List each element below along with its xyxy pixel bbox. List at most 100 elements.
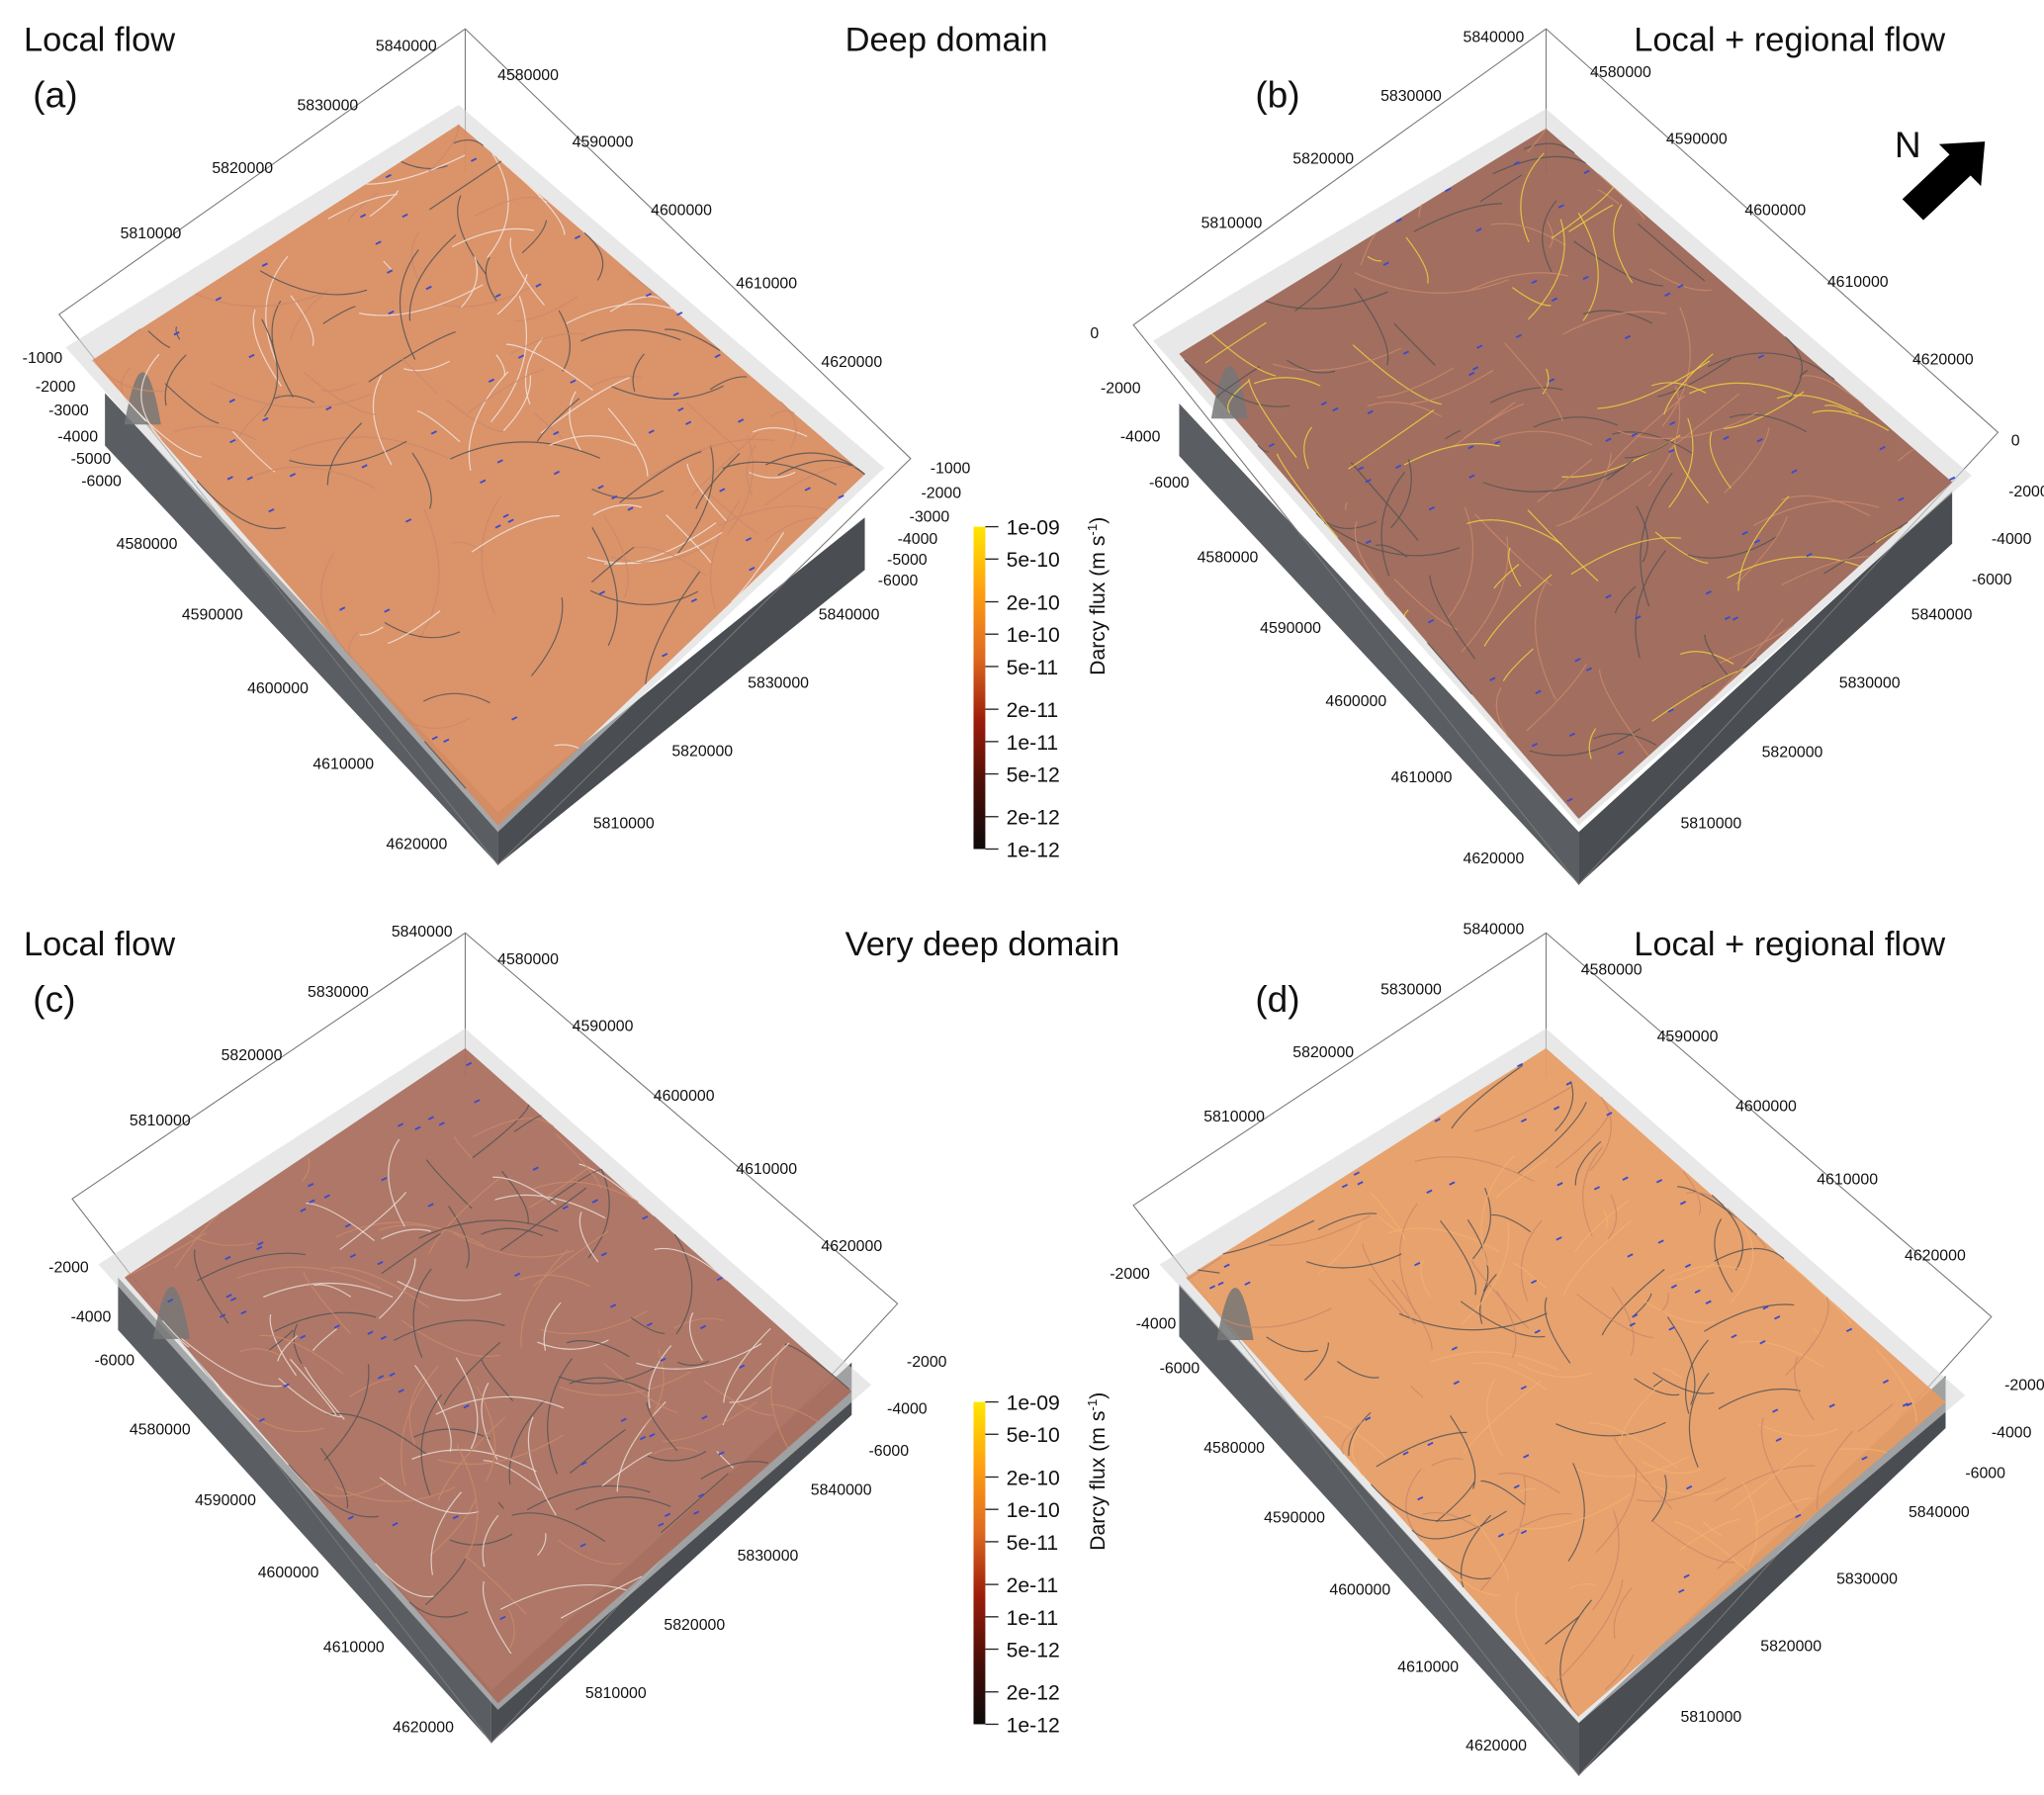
streamline xyxy=(709,376,748,391)
streamline xyxy=(636,1343,762,1370)
velocity-arrow xyxy=(333,1324,340,1329)
velocity-arrow xyxy=(1517,1062,1524,1068)
streamline xyxy=(1413,203,1503,232)
streamline xyxy=(726,435,754,536)
streamline xyxy=(349,1378,392,1398)
streamline xyxy=(592,504,643,516)
streamline xyxy=(1781,556,1870,586)
velocity-arrow xyxy=(579,1543,586,1548)
axis-tick-label-z-right: -2000 xyxy=(907,1354,947,1371)
streamline xyxy=(1523,142,1575,154)
velocity-arrow xyxy=(1353,1171,1360,1176)
streamline xyxy=(723,1327,771,1403)
streamline xyxy=(379,1258,416,1319)
velocity-arrow xyxy=(600,1252,607,1257)
velocity-arrow xyxy=(414,1125,421,1130)
streamline xyxy=(420,1393,443,1496)
velocity-arrow xyxy=(620,1417,627,1422)
colorbar-title-end: ) xyxy=(1087,1392,1110,1399)
velocity-arrow xyxy=(308,1183,314,1188)
streamline xyxy=(1666,1316,1696,1405)
streamline xyxy=(1464,403,1525,439)
domain-title: Very deep domain xyxy=(845,926,1120,963)
velocity-arrow xyxy=(640,1435,647,1441)
streamline xyxy=(1643,1300,1716,1324)
axis-tick-label-x-bottom: 4610000 xyxy=(312,757,374,773)
velocity-arrow xyxy=(488,378,495,383)
streamline xyxy=(1460,1301,1546,1338)
streamline xyxy=(558,1367,655,1385)
velocity-arrow xyxy=(1791,469,1798,474)
velocity-arrow xyxy=(494,293,501,299)
streamline xyxy=(587,1169,610,1259)
velocity-arrow xyxy=(1426,1189,1433,1194)
axis-tick-label-y-top: 5810000 xyxy=(130,1113,191,1129)
streamline xyxy=(1473,1086,1572,1132)
streamline xyxy=(1576,1294,1654,1339)
streamline xyxy=(533,1230,609,1287)
velocity-arrow xyxy=(226,476,233,481)
streamline xyxy=(1341,1421,1363,1455)
velocity-arrow xyxy=(514,1272,521,1277)
streamline xyxy=(540,377,630,434)
streamline xyxy=(456,1444,479,1558)
velocity-arrow xyxy=(325,405,332,411)
velocity-arrow xyxy=(471,157,478,162)
streamline xyxy=(1348,1411,1372,1457)
streamline xyxy=(1492,430,1593,446)
axis-tick-label-x-top: 4590000 xyxy=(573,1019,634,1035)
velocity-arrow xyxy=(1631,432,1638,437)
streamline xyxy=(451,227,535,248)
velocity-arrow xyxy=(1341,1183,1349,1189)
streamline xyxy=(1489,387,1563,404)
velocity-arrow xyxy=(377,1375,385,1380)
streamline xyxy=(1508,1512,1572,1535)
streamline xyxy=(453,1135,474,1159)
streamline xyxy=(304,1366,345,1420)
streamline xyxy=(1555,1114,1610,1169)
streamline xyxy=(603,514,629,599)
axis-tick-label-z-right: -6000 xyxy=(878,573,919,589)
velocity-arrow xyxy=(228,399,235,404)
streamline xyxy=(1266,1336,1318,1353)
axis-tick-label-z-left: -2000 xyxy=(1101,380,1141,397)
axis-tick-label-y-bottom: 5820000 xyxy=(664,1617,725,1634)
streamline xyxy=(320,553,350,656)
velocity-arrow xyxy=(1268,442,1276,448)
streamline xyxy=(1731,1211,1754,1303)
velocity-arrow xyxy=(1617,751,1624,756)
streamline xyxy=(437,1434,565,1466)
velocity-arrow xyxy=(1882,1379,1889,1385)
colorbar-tick-label: 5e-10 xyxy=(1007,1424,1060,1447)
streamline xyxy=(1788,1262,1852,1324)
streamline xyxy=(430,1491,462,1575)
velocity-arrow xyxy=(645,292,653,298)
velocity-arrow xyxy=(220,1313,226,1318)
axis-tick-label-y-top: 5830000 xyxy=(1380,982,1442,999)
streamline xyxy=(779,401,797,449)
velocity-arrow xyxy=(1705,1300,1712,1304)
flux-surface xyxy=(1179,128,1953,820)
colorbar-tick-label: 1e-10 xyxy=(1007,624,1060,647)
velocity-arrow xyxy=(1795,1513,1802,1519)
streamline xyxy=(528,1167,589,1209)
velocity-arrow xyxy=(1635,615,1642,620)
velocity-arrow xyxy=(339,606,346,611)
axis-tick-label-z-right: -6000 xyxy=(1965,1465,2005,1481)
streamline xyxy=(1304,1342,1330,1382)
streamline xyxy=(388,1138,405,1227)
streamline xyxy=(1429,575,1476,660)
streamline xyxy=(1426,642,1472,695)
streamline xyxy=(1642,1461,1702,1475)
streamline xyxy=(461,256,479,309)
axis-tick-label-z-right: 0 xyxy=(2011,432,2020,449)
streamline xyxy=(1411,1510,1507,1540)
velocity-arrow xyxy=(676,312,683,316)
velocity-arrow xyxy=(1476,344,1483,349)
velocity-arrow xyxy=(517,354,525,359)
streamline xyxy=(1348,409,1435,470)
streamline xyxy=(1663,353,1714,415)
axis-tick-label-x-bottom: 4590000 xyxy=(1264,1509,1325,1526)
streamline xyxy=(583,231,604,281)
streamline xyxy=(339,1192,407,1251)
